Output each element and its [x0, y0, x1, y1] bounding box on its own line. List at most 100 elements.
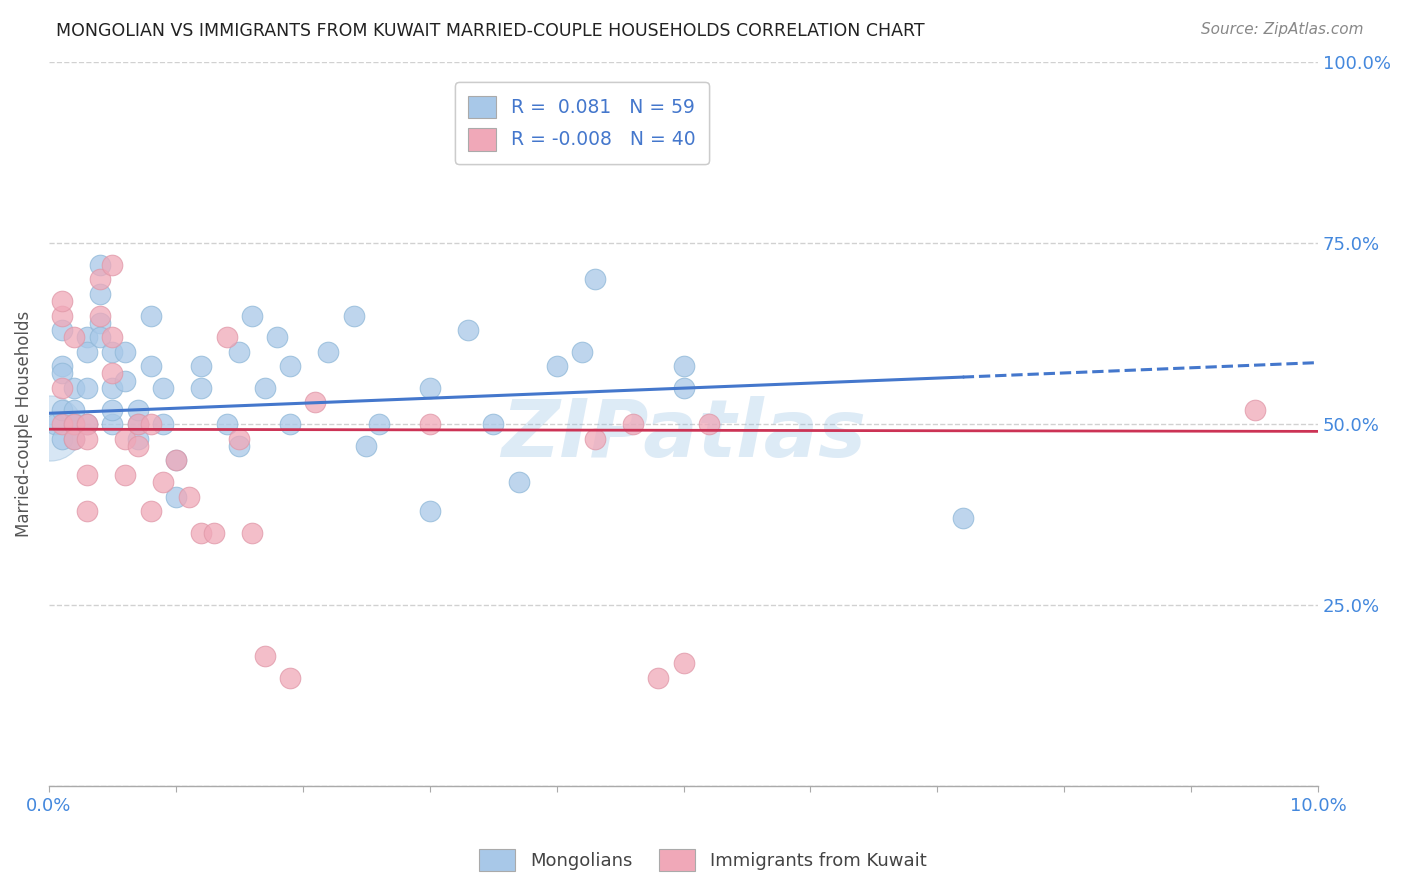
Point: [101, 417, 124, 431]
Point: [240, 525, 263, 540]
Point: [672, 656, 695, 670]
Point: [152, 381, 174, 395]
Point: [165, 490, 187, 504]
Point: [63, 402, 86, 417]
Point: [190, 359, 212, 374]
Point: [127, 417, 149, 431]
Point: [89, 309, 111, 323]
Y-axis label: Married-couple Households: Married-couple Households: [15, 311, 32, 537]
Point: [356, 439, 378, 453]
Point: [583, 432, 606, 446]
Point: [457, 323, 479, 337]
Point: [63, 432, 86, 446]
Point: [177, 490, 200, 504]
Point: [546, 359, 568, 374]
Point: [101, 330, 124, 344]
Point: [482, 417, 505, 431]
Point: [278, 417, 301, 431]
Point: [114, 467, 136, 482]
Point: [76, 432, 98, 446]
Point: [51, 323, 73, 337]
Point: [672, 359, 695, 374]
Point: [76, 467, 98, 482]
Legend: R =  0.081   N = 59, R = -0.008   N = 40: R = 0.081 N = 59, R = -0.008 N = 40: [456, 82, 709, 164]
Point: [63, 381, 86, 395]
Text: Source: ZipAtlas.com: Source: ZipAtlas.com: [1201, 22, 1364, 37]
Point: [697, 417, 720, 431]
Point: [952, 511, 974, 525]
Point: [63, 432, 86, 446]
Point: [215, 417, 238, 431]
Point: [76, 330, 98, 344]
Point: [202, 525, 225, 540]
Point: [139, 417, 162, 431]
Point: [89, 258, 111, 272]
Point: [101, 367, 124, 381]
Point: [89, 286, 111, 301]
Point: [240, 309, 263, 323]
Point: [51, 359, 73, 374]
Point: [101, 258, 124, 272]
Point: [368, 417, 391, 431]
Point: [228, 344, 250, 359]
Point: [139, 504, 162, 518]
Point: [51, 432, 73, 446]
Point: [44, 417, 66, 431]
Point: [76, 417, 98, 431]
Point: [63, 417, 86, 431]
Point: [63, 417, 86, 431]
Point: [51, 381, 73, 395]
Point: [419, 417, 441, 431]
Point: [1243, 402, 1265, 417]
Point: [76, 417, 98, 431]
Point: [419, 381, 441, 395]
Point: [342, 309, 364, 323]
Point: [127, 417, 149, 431]
Point: [228, 439, 250, 453]
Point: [101, 344, 124, 359]
Point: [621, 417, 644, 431]
Point: [127, 432, 149, 446]
Point: [266, 330, 288, 344]
Point: [76, 344, 98, 359]
Point: [89, 330, 111, 344]
Text: ZIPatlas: ZIPatlas: [501, 396, 866, 474]
Legend: Mongolians, Immigrants from Kuwait: Mongolians, Immigrants from Kuwait: [472, 842, 934, 879]
Point: [127, 402, 149, 417]
Point: [278, 359, 301, 374]
Point: [89, 316, 111, 330]
Point: [152, 475, 174, 489]
Point: [39, 421, 62, 435]
Point: [190, 381, 212, 395]
Point: [647, 671, 669, 685]
Point: [190, 525, 212, 540]
Point: [101, 381, 124, 395]
Point: [253, 381, 276, 395]
Point: [139, 309, 162, 323]
Point: [114, 344, 136, 359]
Point: [89, 272, 111, 286]
Point: [63, 417, 86, 431]
Point: [215, 330, 238, 344]
Point: [253, 648, 276, 663]
Point: [304, 395, 326, 409]
Point: [419, 504, 441, 518]
Point: [127, 439, 149, 453]
Point: [316, 344, 339, 359]
Point: [63, 330, 86, 344]
Point: [228, 432, 250, 446]
Point: [51, 309, 73, 323]
Point: [571, 344, 593, 359]
Point: [51, 367, 73, 381]
Point: [672, 381, 695, 395]
Text: MONGOLIAN VS IMMIGRANTS FROM KUWAIT MARRIED-COUPLE HOUSEHOLDS CORRELATION CHART: MONGOLIAN VS IMMIGRANTS FROM KUWAIT MARR…: [56, 22, 925, 40]
Point: [165, 453, 187, 467]
Point: [583, 272, 606, 286]
Point: [76, 504, 98, 518]
Point: [101, 402, 124, 417]
Point: [114, 374, 136, 388]
Point: [508, 475, 530, 489]
Point: [139, 359, 162, 374]
Point: [165, 453, 187, 467]
Point: [51, 294, 73, 309]
